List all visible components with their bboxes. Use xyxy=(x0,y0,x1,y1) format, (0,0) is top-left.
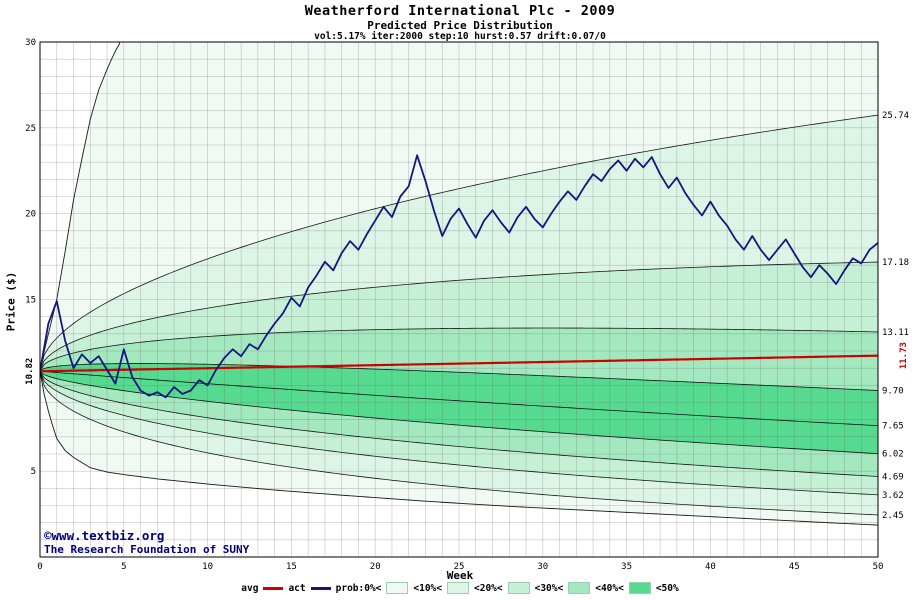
watermark-org: The Research Foundation of SUNY xyxy=(44,543,250,556)
legend-label: <40%< xyxy=(595,582,624,594)
legend-label: <50% xyxy=(655,582,679,594)
legend-label: <10%< xyxy=(413,582,442,594)
prob-band-swatch xyxy=(568,582,591,594)
legend-label: prob:0%< xyxy=(335,582,382,594)
legend-label: avg xyxy=(241,582,259,594)
chart-title: Weatherford International Plc - 2009 xyxy=(304,3,616,19)
prob-band-swatch xyxy=(507,582,530,594)
watermark-site: ©www.textbiz.org xyxy=(44,528,165,543)
legend-label: <20%< xyxy=(474,582,503,594)
act-line-sample xyxy=(310,586,331,590)
x-axis-label: Week xyxy=(446,569,474,582)
legend-label: act xyxy=(288,582,306,594)
prob-band-swatch xyxy=(447,582,469,594)
avg-line-sample xyxy=(263,586,284,590)
legend: avg act prob:0%< <10%< <20%< <30%< <40%< <50% xyxy=(0,582,920,594)
y-axis-label: Price ($) xyxy=(4,271,18,332)
legend-label: <30%< xyxy=(534,582,564,594)
chart-subtitle: Predicted Price Distribution xyxy=(367,19,553,32)
prob-band-swatch xyxy=(386,582,409,594)
prob-band-swatch xyxy=(628,582,651,594)
chart-params: vol:5.17% iter:2000 step:10 hurst:0.57 d… xyxy=(314,31,606,42)
